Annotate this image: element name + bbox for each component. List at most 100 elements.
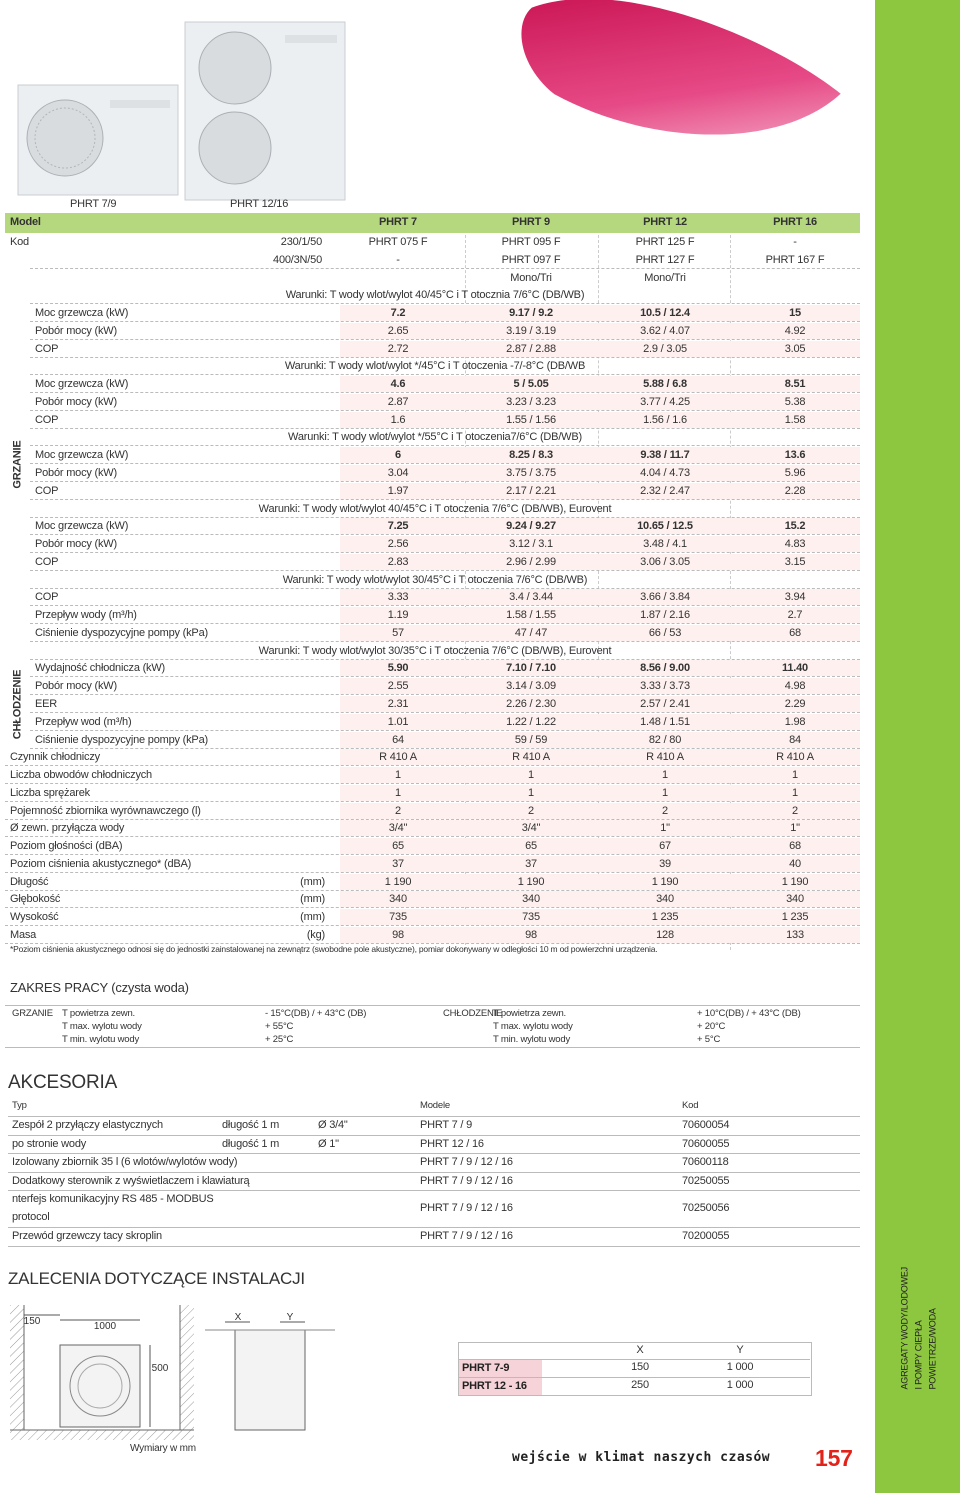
spec-value: 2	[662, 804, 668, 817]
spec-value: 10.65 / 12.5	[637, 520, 693, 533]
spec-value: 2.56	[387, 538, 409, 551]
row-band	[340, 660, 860, 677]
slogan: wejście w klimat naszych czasów	[512, 1450, 771, 1465]
spec-value: 340	[786, 893, 804, 906]
range-value: + 5°C	[697, 1034, 721, 1045]
spec-value: 64	[392, 733, 404, 746]
row-divider	[30, 552, 860, 554]
range-param: T powietrza zewn.	[493, 1008, 566, 1019]
spec-value: 2.57 / 2.41	[640, 698, 690, 711]
sidebar-line: I POMPY CIEPŁA	[913, 1320, 924, 1390]
spec-value: 37	[392, 857, 404, 870]
spec-value: 57	[392, 626, 404, 639]
range-param: T powietrza zewn.	[62, 1008, 135, 1019]
spec-value: 1.58 / 1.55	[506, 609, 556, 622]
photo-caption: PHRT 12/16	[230, 198, 289, 210]
spec-label: Przepływ wody (m³/h)	[35, 609, 137, 622]
spec-value: 2.96 / 2.99	[506, 555, 556, 568]
row-divider	[5, 889, 860, 891]
spec-value: 1 235	[781, 911, 809, 924]
spec-value: 3/4"	[388, 822, 408, 835]
row-band	[340, 749, 860, 766]
condition: Warunki: T wody wlot/wylot 30/35°C i T o…	[258, 644, 612, 657]
range-border	[5, 1047, 860, 1048]
spec-unit: (mm)	[300, 911, 325, 924]
row-divider	[30, 498, 860, 500]
spec-value: 8.25 / 8.3	[509, 449, 553, 462]
spec-label: Wydajność chłodnicza (kW)	[35, 662, 165, 675]
row-band	[340, 731, 860, 748]
row-band	[340, 713, 860, 730]
spec-value: 68	[789, 626, 801, 639]
spec-value: 3.23 / 3.23	[506, 395, 556, 408]
row-divider	[30, 516, 860, 518]
spec-value: R 410 A	[512, 751, 550, 764]
spec-value: 1.19	[387, 609, 409, 622]
range-value: + 55°C	[265, 1021, 294, 1032]
spec-value: 1	[792, 769, 798, 782]
install-header: Y	[736, 1344, 744, 1356]
sidebar-line: AGREGATY WODY/LODOWEJ	[899, 1267, 910, 1390]
acc-code: 70250056	[682, 1202, 730, 1215]
spec-value: 3.33 / 3.73	[640, 680, 690, 693]
row-divider	[30, 623, 860, 625]
range-value: + 20°C	[697, 1021, 726, 1032]
spec-value: 1.97	[387, 484, 409, 497]
spec-value: 3.14 / 3.09	[506, 680, 556, 693]
spec-value: 3.12 / 3.1	[509, 538, 553, 551]
acc-models: PHRT 7 / 9 / 12 / 16	[420, 1174, 513, 1187]
row-band	[340, 340, 860, 357]
spec-value: 9.38 / 11.7	[640, 449, 690, 462]
row-band	[340, 411, 860, 428]
spec-value: 3.62 / 4.07	[640, 324, 690, 337]
spec-value: 340	[656, 893, 674, 906]
row-divider	[30, 356, 860, 358]
row-divider	[30, 374, 860, 376]
row-divider	[30, 676, 860, 678]
row-divider	[30, 463, 860, 465]
row-divider	[30, 338, 860, 340]
spec-unit: (mm)	[300, 893, 325, 906]
range-param: T min. wylotu wody	[62, 1034, 140, 1045]
range-label: CHŁODZENIE	[443, 1008, 503, 1019]
spec-value: 2.28	[784, 484, 806, 497]
acc-type: protocol	[12, 1211, 50, 1223]
diagram-caption: Wymiary w mm	[130, 1443, 196, 1454]
row-divider	[5, 907, 860, 909]
spec-value: 3.04	[387, 467, 409, 479]
spec-value: 5.38	[784, 395, 806, 408]
acc-type: Dodatkowy sterownik z wyświetlaczem i kl…	[12, 1174, 250, 1187]
spec-value: 1	[395, 769, 401, 782]
spec-value: -	[396, 253, 400, 266]
spec-value: 7.2	[390, 307, 406, 320]
spec-label: COP	[35, 413, 59, 426]
spec-value: 3.05	[784, 342, 806, 355]
row-divider	[30, 694, 860, 696]
spec-value: 3.15	[784, 555, 806, 568]
row-divider	[5, 800, 860, 802]
row-band	[340, 802, 860, 819]
spec-label: Ciśnienie dyspozycyjne pompy (kPa)	[35, 733, 208, 746]
spec-label: Liczba obwodów chłodniczych	[10, 769, 152, 782]
spec-value: 39	[659, 857, 671, 870]
row-divider	[30, 747, 860, 749]
spec-value: 5.96	[784, 467, 806, 479]
row-band	[340, 465, 860, 481]
spec-value: R 410 A	[776, 751, 814, 764]
spec-value: 7.25	[387, 520, 409, 533]
spec-value: 1	[395, 786, 401, 799]
spec-label: Czynnik chłodniczy	[10, 751, 100, 764]
spec-unit: (mm)	[300, 875, 325, 888]
acc-header: Kod	[682, 1100, 699, 1111]
row-band	[340, 696, 860, 713]
spec-value: 2	[528, 804, 534, 817]
acc-code: 70250055	[682, 1174, 730, 1187]
install-border	[458, 1359, 810, 1360]
spec-value: 2.83	[387, 555, 409, 568]
spec-value: 7.10 / 7.10	[506, 662, 556, 675]
condition: Warunki: T wody wlot/wylot */55°C i T ot…	[288, 431, 582, 444]
spec-label: EER	[35, 698, 58, 711]
spec-value: 2.72	[387, 342, 409, 355]
install-value: 1 000	[726, 1379, 754, 1391]
